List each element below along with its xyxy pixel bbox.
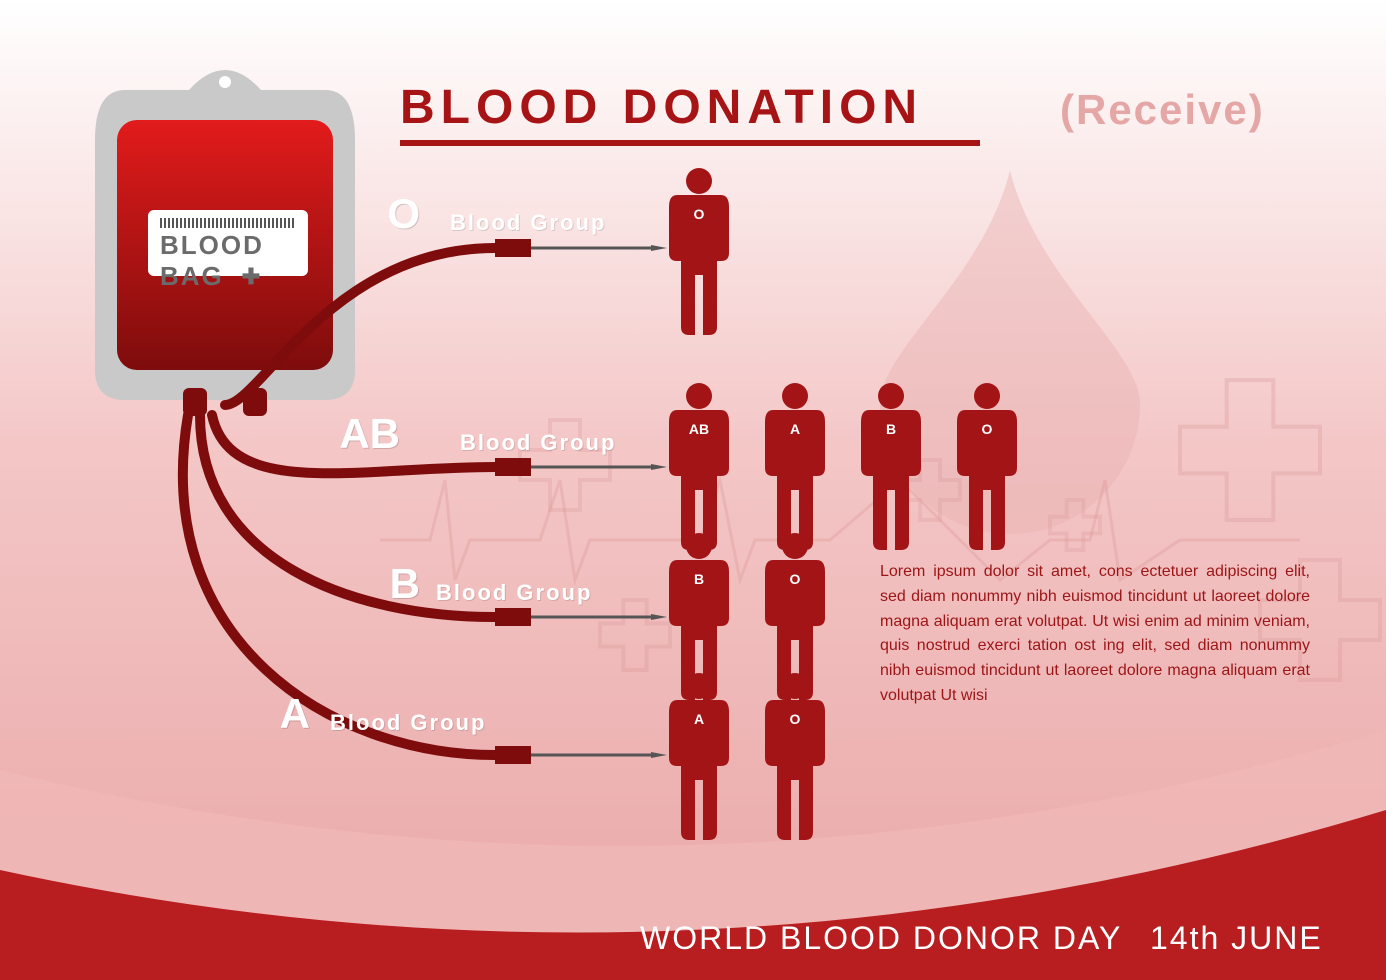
person-blood-type-label: A <box>694 711 704 727</box>
blood-group-letter: A <box>220 690 310 738</box>
person-blood-type-label: B <box>694 571 704 587</box>
person-icon: AB <box>669 383 729 550</box>
needle-tip-icon <box>651 614 667 620</box>
person-icon: O <box>669 168 729 335</box>
blood-group-label: Blood Group <box>436 580 592 606</box>
blood-group-label: Blood Group <box>450 210 606 236</box>
person-blood-type-label: AB <box>689 421 709 437</box>
footer-event-name: WORLD BLOOD DONOR DAY <box>640 920 1122 957</box>
bag-label-line2: BAG <box>160 261 224 292</box>
tube-connector <box>495 239 531 257</box>
barcode-icon <box>160 218 296 228</box>
person-blood-type-label: B <box>886 421 896 437</box>
person-icon: A <box>669 673 729 840</box>
blood-group-label: Blood Group <box>460 430 616 456</box>
person-blood-type-label: O <box>982 421 993 437</box>
page-subtitle: (Receive) <box>1060 86 1265 134</box>
infographic-root: OABABOBOAOBLOODBAG✚OBlood GroupABBlood G… <box>0 0 1386 980</box>
description-paragraph: Lorem ipsum dolor sit amet, cons ectetue… <box>880 560 1310 709</box>
background-svg: OABABOBOAO <box>0 0 1386 980</box>
bag-label-line1: BLOOD <box>160 230 296 261</box>
plus-icon: ✚ <box>242 264 260 290</box>
tube-connector <box>495 458 531 476</box>
person-blood-type-label: O <box>790 711 801 727</box>
tube-connector <box>495 608 531 626</box>
blood-group-letter: AB <box>310 410 400 458</box>
person-blood-type-label: O <box>694 206 705 222</box>
blood-group-letter: O <box>330 190 420 238</box>
tube-connector <box>495 746 531 764</box>
needle-tip-icon <box>651 752 667 758</box>
page-title: BLOOD DONATION <box>400 80 923 135</box>
needle-tip-icon <box>651 464 667 470</box>
decor-cross-icon <box>1180 380 1320 520</box>
needle-tip-icon <box>651 245 667 251</box>
person-blood-type-label: O <box>790 571 801 587</box>
person-icon: A <box>765 383 825 550</box>
person-icon: O <box>765 673 825 840</box>
blood-group-letter: B <box>330 560 420 608</box>
footer-date: 14th JUNE <box>1150 920 1323 957</box>
person-blood-type-label: A <box>790 421 800 437</box>
title-underline <box>400 140 980 146</box>
blood-group-label: Blood Group <box>330 710 486 736</box>
blood-bag-label: BLOODBAG✚ <box>148 210 308 276</box>
decor-cross-icon <box>600 600 670 670</box>
